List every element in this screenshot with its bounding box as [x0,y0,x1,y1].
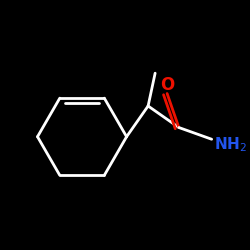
Text: O: O [160,76,174,94]
Text: NH$_2$: NH$_2$ [214,136,247,154]
